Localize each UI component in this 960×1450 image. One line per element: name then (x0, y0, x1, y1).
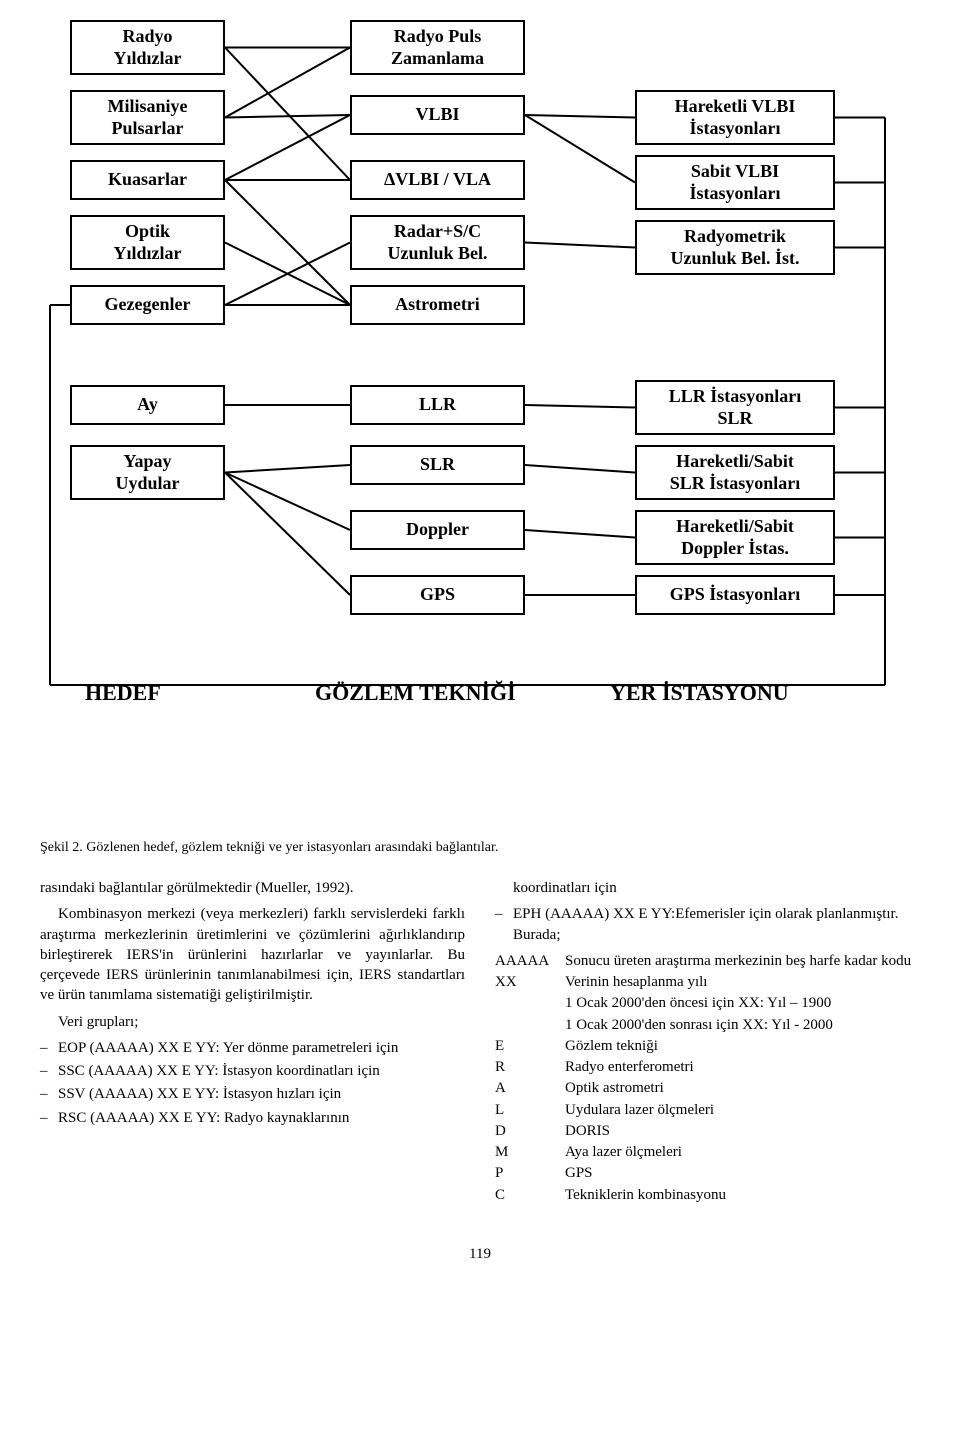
node-l6: Ay (70, 385, 225, 425)
code-row: AAAAASonucu üreten araştırma merkezinin … (495, 951, 917, 972)
code-row: LUydulara lazer ölçmeleri (495, 1100, 917, 1121)
node-r4: LLR İstasyonları SLR (635, 380, 835, 435)
code-row: XXVerinin hesaplanma yılı (495, 972, 917, 993)
node-r3: Radyometrik Uzunluk Bel. İst. (635, 220, 835, 275)
left-list-item: SSC (AAAAA) XX E YY: İstasyon koordinatl… (40, 1061, 465, 1081)
code-desc: Verinin hesaplanma yılı (565, 972, 917, 993)
code-desc: DORIS (565, 1121, 917, 1142)
code-key (495, 993, 565, 1014)
code-key: XX (495, 972, 565, 993)
node-r6: Hareketli/Sabit Doppler İstas. (635, 510, 835, 565)
left-list-item: EOP (AAAAA) XX E YY: Yer dönme parametre… (40, 1038, 465, 1058)
right-list: EPH (AAAAA) XX E YY:Efemerisler için ola… (495, 904, 920, 945)
left-p2: Kombinasyon merkezi (veya merkezleri) fa… (40, 904, 465, 1005)
code-row: 1 Ocak 2000'den sonrası için XX: Yıl - 2… (495, 1015, 917, 1036)
code-row: MAya lazer ölçmeleri (495, 1142, 917, 1163)
code-desc: Tekniklerin kombinasyonu (565, 1185, 917, 1206)
node-r7: GPS İstasyonları (635, 575, 835, 615)
node-m9: GPS (350, 575, 525, 615)
text-columns: rasındaki bağlantılar görülmektedir (Mue… (40, 878, 920, 1206)
diagram-container: Radyo Yıldızlar Milisaniye Pulsarlar Kuasa… (40, 20, 920, 810)
code-desc: Sonucu üreten araştırma merkezinin beş h… (565, 951, 917, 972)
code-desc: Gözlem tekniği (565, 1036, 917, 1057)
code-key: D (495, 1121, 565, 1142)
node-l4: Optik Yıldızlar (70, 215, 225, 270)
left-column: rasındaki bağlantılar görülmektedir (Mue… (40, 878, 465, 1206)
node-m8: Doppler (350, 510, 525, 550)
code-key: L (495, 1100, 565, 1121)
code-key: AAAAA (495, 951, 565, 972)
node-m5: Astrometri (350, 285, 525, 325)
code-row: PGPS (495, 1163, 917, 1184)
code-desc: Aya lazer ölçmeleri (565, 1142, 917, 1163)
code-row: AOptik astrometri (495, 1078, 917, 1099)
code-key: P (495, 1163, 565, 1184)
node-l7: Yapay Uydular (70, 445, 225, 500)
code-key: A (495, 1078, 565, 1099)
column-header-2: YER İSTASYONU (610, 680, 789, 706)
node-m3: ΔVLBI / VLA (350, 160, 525, 200)
left-p3: Veri grupları; (40, 1012, 465, 1032)
code-row: CTekniklerin kombinasyonu (495, 1185, 917, 1206)
code-desc: GPS (565, 1163, 917, 1184)
code-key (495, 1015, 565, 1036)
code-row: DDORIS (495, 1121, 917, 1142)
left-list-item: SSV (AAAAA) XX E YY: İstasyon hızları iç… (40, 1084, 465, 1104)
node-r5: Hareketli/Sabit SLR İstasyonları (635, 445, 835, 500)
left-list-item: RSC (AAAAA) XX E YY: Radyo kaynaklarının (40, 1108, 465, 1128)
code-key: M (495, 1142, 565, 1163)
code-key: C (495, 1185, 565, 1206)
node-l2: Milisaniye Pulsarlar (70, 90, 225, 145)
node-m1: Radyo Puls Zamanlama (350, 20, 525, 75)
node-m7: SLR (350, 445, 525, 485)
node-l5: Gezegenler (70, 285, 225, 325)
left-p1: rasındaki bağlantılar görülmektedir (Mue… (40, 878, 465, 898)
code-row: EGözlem tekniği (495, 1036, 917, 1057)
code-desc: Uydulara lazer ölçmeleri (565, 1100, 917, 1121)
node-r1: Hareketli VLBI İstasyonları (635, 90, 835, 145)
code-desc: 1 Ocak 2000'den öncesi için XX: Yıl – 19… (565, 993, 917, 1014)
code-key: E (495, 1036, 565, 1057)
code-row: 1 Ocak 2000'den öncesi için XX: Yıl – 19… (495, 993, 917, 1014)
node-m2: VLBI (350, 95, 525, 135)
column-header-0: HEDEF (85, 680, 161, 706)
right-list-item: EPH (AAAAA) XX E YY:Efemerisler için ola… (495, 904, 920, 945)
left-list: EOP (AAAAA) XX E YY: Yer dönme parametre… (40, 1038, 465, 1128)
node-l1: Radyo Yıldızlar (70, 20, 225, 75)
code-key: R (495, 1057, 565, 1078)
figure-caption: Şekil 2. Gözlenen hedef, gözlem tekniği … (40, 840, 920, 856)
code-desc: 1 Ocak 2000'den sonrası için XX: Yıl - 2… (565, 1015, 917, 1036)
code-desc: Optik astrometri (565, 1078, 917, 1099)
node-l3: Kuasarlar (70, 160, 225, 200)
code-row: RRadyo enterferometri (495, 1057, 917, 1078)
column-header-1: GÖZLEM TEKNİĞİ (315, 680, 516, 706)
code-desc: Radyo enterferometri (565, 1057, 917, 1078)
right-top: koordinatları için (495, 878, 920, 898)
right-column: koordinatları için EPH (AAAAA) XX E YY:E… (495, 878, 920, 1206)
node-m4: Radar+S/C Uzunluk Bel. (350, 215, 525, 270)
codes-table: AAAAASonucu üreten araştırma merkezinin … (495, 951, 917, 1206)
page-number: 119 (40, 1246, 920, 1263)
node-m6: LLR (350, 385, 525, 425)
node-r2: Sabit VLBI İstasyonları (635, 155, 835, 210)
